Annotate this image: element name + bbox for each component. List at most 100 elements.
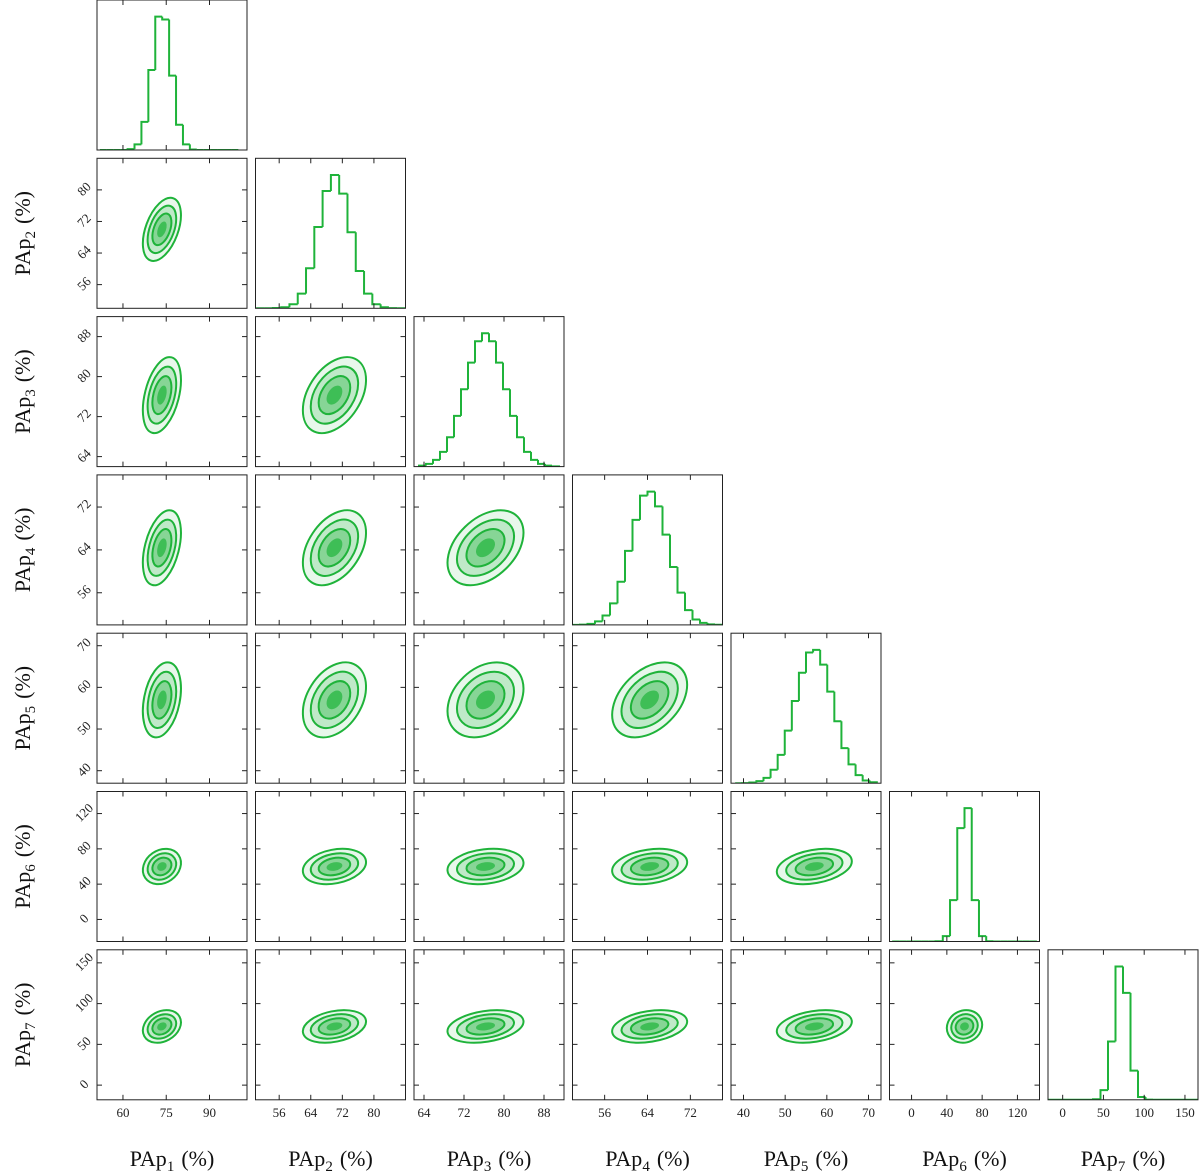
x-tick-label: 72 [336, 1105, 349, 1120]
panel-content [611, 847, 689, 886]
panel-content [141, 196, 182, 262]
panel [255, 632, 406, 784]
hist-step [175, 75, 183, 126]
panel [96, 0, 248, 151]
hist-step [346, 193, 356, 234]
contour-line [446, 661, 525, 739]
contour-line [141, 661, 182, 739]
hist-step [790, 700, 799, 731]
contour-line [317, 528, 352, 568]
hist-step [495, 341, 503, 364]
contour-line [455, 1013, 515, 1040]
panel [413, 316, 565, 468]
hist-step [941, 935, 951, 942]
hist-step [516, 415, 524, 439]
hist-step [363, 270, 373, 295]
panel-content [418, 332, 560, 467]
hist-step [474, 340, 482, 363]
contour-fill [960, 1022, 969, 1031]
contour-line [629, 856, 670, 877]
contour-line [611, 661, 689, 739]
x-tick-label: 64 [418, 1105, 432, 1120]
contour-line [317, 375, 352, 416]
contour-line [141, 1009, 182, 1044]
contour-line [446, 847, 525, 886]
contour-fill [326, 538, 343, 558]
label-unit: (%) [10, 349, 35, 382]
contour-fill [475, 690, 495, 710]
hist-step [460, 388, 468, 416]
hist-step [1114, 965, 1123, 1042]
axis-label: PAp3 (%) [447, 1146, 532, 1172]
panel-frame [413, 474, 565, 626]
hist-step [847, 748, 856, 766]
axis-label: PAp5 (%) [10, 666, 39, 751]
panel [413, 791, 565, 942]
axis-label: PAp3 (%) [10, 349, 39, 434]
x-tick-label: 90 [203, 1105, 216, 1120]
label-unit: (%) [815, 1146, 848, 1171]
contour-line [309, 365, 360, 425]
y-tick-label: 70 [74, 635, 94, 655]
x-tick-label: 64 [641, 1105, 655, 1120]
label-text: PAp [605, 1146, 642, 1171]
contour-line [146, 204, 178, 255]
contour-fill [157, 862, 167, 871]
label-text: PAp [288, 1146, 325, 1171]
contour-fill [326, 690, 343, 710]
contour-line [141, 847, 182, 886]
panel [413, 474, 565, 626]
hist-step [669, 534, 678, 568]
hist-step [691, 610, 700, 621]
y-tick-label: 150 [72, 950, 96, 974]
panel-content [141, 1009, 182, 1044]
panel: 0 40 80 120 [72, 791, 248, 942]
panel-content [1048, 965, 1198, 1100]
label-subscript: 5 [23, 706, 39, 714]
panel [730, 791, 882, 942]
contour-line [309, 1013, 360, 1040]
y-tick-label: 64 [74, 242, 94, 262]
x-tick-label: 70 [862, 1105, 875, 1120]
x-tick-label: 75 [160, 1105, 173, 1120]
panel-content [775, 847, 853, 886]
contour-line [146, 1013, 178, 1040]
panel-content [775, 1009, 853, 1044]
panel-frame [413, 316, 565, 468]
contour-line [446, 1009, 525, 1044]
y-tick-label: 72 [74, 496, 94, 516]
label-unit: (%) [10, 824, 35, 857]
hist-step [379, 304, 389, 309]
contour-fill [326, 1022, 343, 1031]
panel-frame [255, 791, 406, 942]
x-tick-label: 40 [940, 1105, 953, 1120]
axis-label: PAp2 (%) [10, 191, 39, 276]
hist-step [861, 775, 870, 782]
axis-label: PAp4 (%) [605, 1146, 690, 1172]
hist-step [133, 143, 142, 150]
hist-step [616, 580, 625, 604]
label-text: PAp [10, 238, 35, 275]
panel-content [141, 356, 182, 435]
panel-content [446, 847, 525, 886]
hist-step [706, 622, 715, 625]
contour-line [465, 1017, 506, 1036]
y-tick-label: 72 [74, 406, 94, 426]
label-unit: (%) [10, 508, 35, 541]
label-text: PAp [10, 872, 35, 909]
contour-fill [476, 538, 496, 558]
hist-step [762, 776, 771, 782]
contour-line [309, 852, 360, 881]
panel-frame [572, 632, 723, 784]
y-tick-label: 80 [74, 366, 94, 386]
contour-line [620, 670, 679, 729]
hist-step [586, 622, 595, 625]
x-tick-label: 120 [1008, 1105, 1028, 1120]
hist-step [854, 764, 863, 777]
contour-fill [326, 862, 343, 871]
panel-content [301, 847, 368, 886]
panel [572, 791, 723, 942]
contour-line [620, 1013, 679, 1040]
contour-line [317, 680, 352, 720]
y-tick-label: 80 [74, 838, 94, 858]
